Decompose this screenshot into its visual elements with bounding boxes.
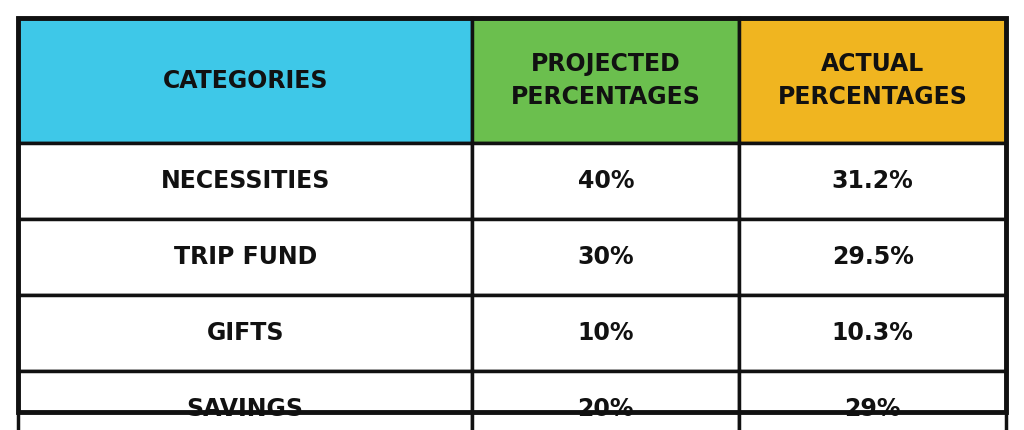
Text: NECESSITIES: NECESSITIES <box>161 169 330 193</box>
Text: SAVINGS: SAVINGS <box>186 397 304 421</box>
Text: CATEGORIES: CATEGORIES <box>163 68 328 92</box>
Bar <box>739 295 1006 371</box>
Bar <box>18 295 472 371</box>
Bar <box>739 143 1006 219</box>
Bar <box>739 371 1006 430</box>
Text: 30%: 30% <box>578 245 634 269</box>
Text: 29.5%: 29.5% <box>831 245 913 269</box>
Bar <box>18 371 472 430</box>
Text: 31.2%: 31.2% <box>831 169 913 193</box>
Bar <box>18 219 472 295</box>
Text: 29%: 29% <box>845 397 901 421</box>
Text: GIFTS: GIFTS <box>207 321 284 345</box>
Bar <box>18 18 472 143</box>
Text: 10%: 10% <box>578 321 634 345</box>
Bar <box>18 143 472 219</box>
Bar <box>472 143 739 219</box>
Text: ACTUAL
PERCENTAGES: ACTUAL PERCENTAGES <box>777 52 968 109</box>
Text: TRIP FUND: TRIP FUND <box>174 245 316 269</box>
Text: 10.3%: 10.3% <box>831 321 913 345</box>
Text: 40%: 40% <box>578 169 634 193</box>
Bar <box>739 18 1006 143</box>
Bar <box>472 295 739 371</box>
Bar <box>472 18 739 143</box>
Text: 20%: 20% <box>578 397 634 421</box>
Bar <box>739 219 1006 295</box>
Bar <box>472 371 739 430</box>
Text: PROJECTED
PERCENTAGES: PROJECTED PERCENTAGES <box>511 52 700 109</box>
Bar <box>472 219 739 295</box>
